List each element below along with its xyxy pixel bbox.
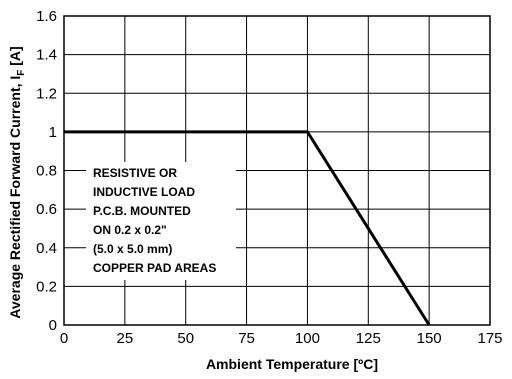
y-axis-title: Average Rectified Forward Current, IF [A… (7, 46, 27, 318)
annotation-line-0: RESISTIVE OR (93, 166, 177, 180)
y-tick-label-4: 0.8 (36, 163, 57, 180)
annotation-line-5: COPPER PAD AREAS (93, 261, 216, 275)
x-tick-label-2: 50 (177, 330, 194, 347)
y-axis-title-main: Average Rectified Forward Current, I (7, 76, 23, 319)
x-tick-label-5: 125 (356, 330, 381, 347)
annotation-line-2: P.C.B. MOUNTED (93, 204, 191, 218)
annotation-background (86, 162, 236, 280)
y-tick-label-2: 0.4 (36, 240, 57, 257)
x-axis-title: Ambient Temperature [ºC] (206, 356, 378, 372)
y-tick-label-3: 0.6 (36, 201, 57, 218)
series-layer (64, 130, 431, 326)
annotation-line-1: INDUCTIVE LOAD (93, 185, 195, 199)
x-tick-labels: 0 25 50 75 100 125 150 175 (60, 330, 503, 347)
y-tick-label-8: 1.6 (36, 8, 57, 25)
y-tick-label-1: 0.2 (36, 278, 57, 295)
y-tick-label-6: 1.2 (36, 85, 57, 102)
series-line-0 (64, 130, 431, 326)
annotation-line-4: (5.0 x 5.0 mm) (93, 242, 172, 256)
y-axis-title-subscript: F (16, 70, 27, 76)
y-tick-labels: 0 0.2 0.4 0.6 0.8 1 1.2 1.4 1.6 (36, 8, 57, 334)
x-tick-label-0: 0 (60, 330, 68, 347)
x-tick-label-4: 100 (295, 330, 320, 347)
x-tick-label-3: 75 (238, 330, 255, 347)
plot-frame (63, 15, 491, 326)
y-axis-title-unit: [A] (7, 46, 23, 69)
y-tick-label-5: 1 (49, 124, 57, 141)
annotation-text: RESISTIVE OR INDUCTIVE LOAD P.C.B. MOUNTED… (93, 166, 216, 275)
x-tick-label-6: 150 (417, 330, 442, 347)
x-tick-label-7: 175 (477, 330, 502, 347)
x-tick-label-1: 25 (117, 330, 134, 347)
annotation-line-3: ON 0.2 x 0.2" (93, 223, 167, 237)
y-tick-label-0: 0 (49, 317, 57, 334)
y-tick-label-7: 1.4 (36, 47, 57, 64)
